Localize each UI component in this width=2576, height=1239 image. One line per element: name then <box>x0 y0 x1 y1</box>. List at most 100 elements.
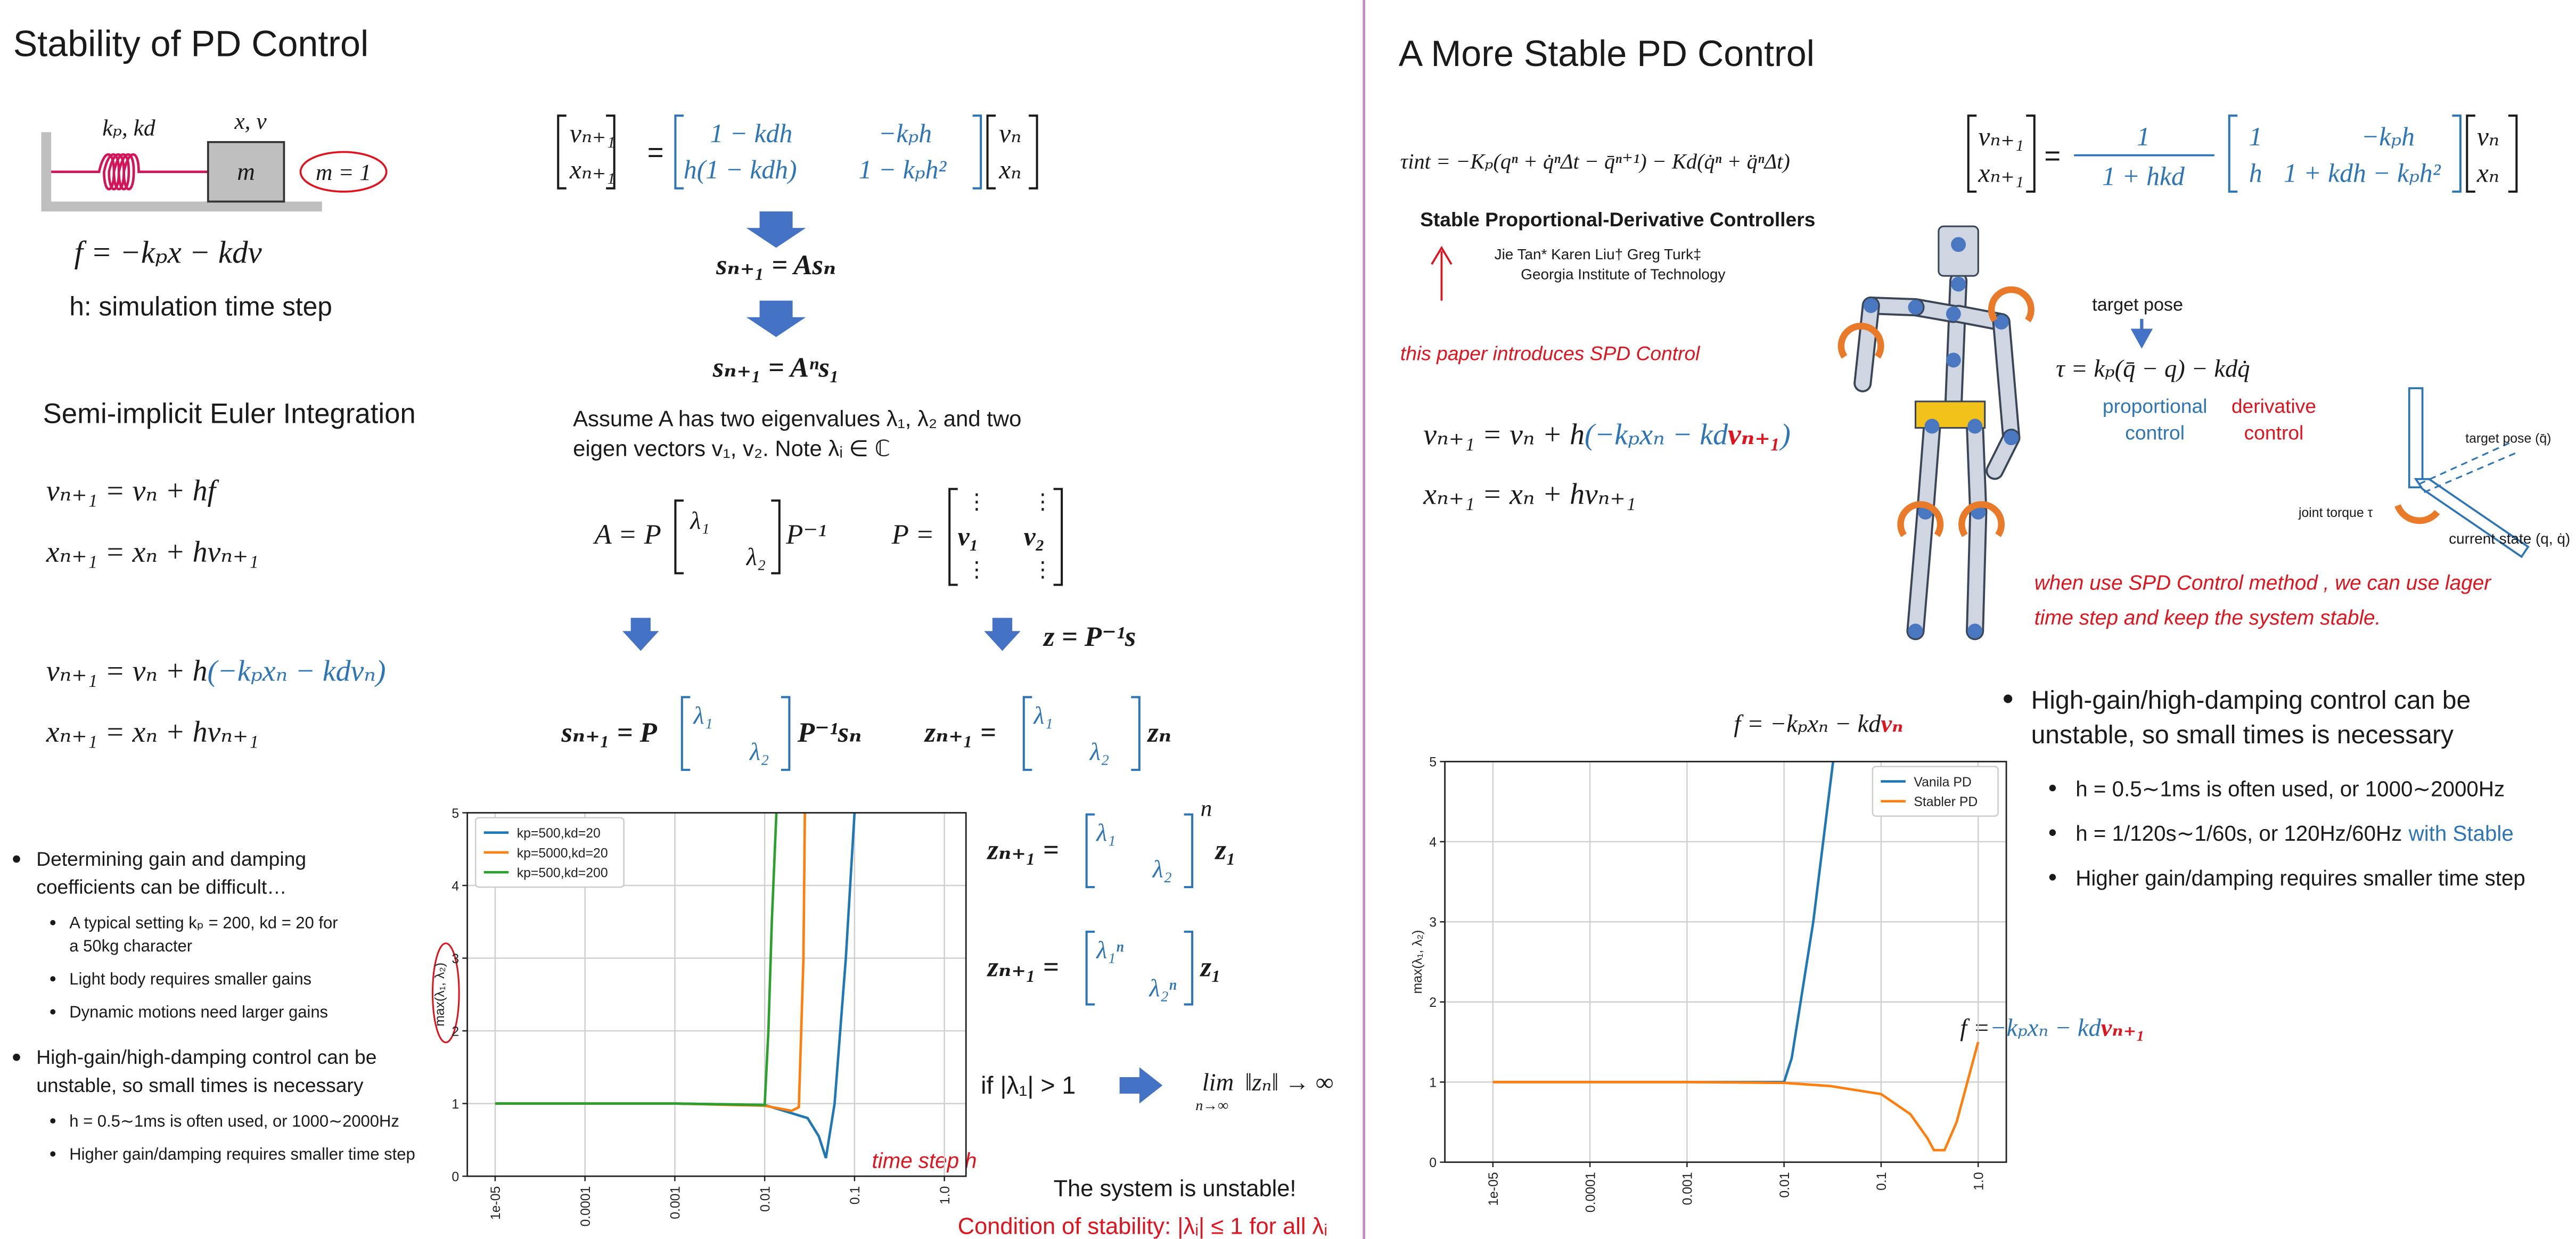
equation: vₙ₊₁ = vₙ + hf <box>46 474 219 507</box>
equation: xₙ₊₁ = xₙ + hvₙ₊₁ <box>1423 478 1636 511</box>
equation: sₙ₊₁ = Aⁿs₁ <box>712 352 840 383</box>
bracket <box>2228 114 2462 193</box>
x-tick-label: 1e-05 <box>489 1186 503 1220</box>
label: derivative <box>2232 395 2316 417</box>
bullet-text: h = 0.5∼1ms is often used, or 1000∼2000H… <box>69 1112 399 1130</box>
title: Stability of PD Control <box>13 23 368 64</box>
y-tick-label: 5 <box>1429 756 1437 770</box>
joint <box>1967 623 1983 639</box>
joint <box>1951 237 1966 252</box>
limb <box>1967 419 1986 520</box>
bullet <box>2049 874 2056 881</box>
matrix-entry: ⋮ <box>1032 557 1053 581</box>
equation-part: f = −kₚxₙ − kd <box>1734 710 1881 737</box>
bullet-text: h = 0.5∼1ms is often used, or 1000∼2000H… <box>2075 776 2505 801</box>
link <box>2408 387 2424 489</box>
equation-part: vₙ₊₁ = vₙ + h <box>46 654 208 687</box>
force-law: f = −kₚx − kdv <box>75 234 262 269</box>
y-tick-label: 1 <box>452 1097 459 1112</box>
paper-title: Stable Proportional-Derivative Controlle… <box>1420 208 1815 231</box>
equation: P⁻¹ <box>785 519 826 550</box>
bullet <box>2049 829 2056 836</box>
joint <box>1908 623 1923 639</box>
matrix-entry: λ₁ <box>1032 702 1053 729</box>
vector-entry: vₙ₊₁ <box>570 119 616 148</box>
bullet <box>2004 694 2013 703</box>
bracket <box>557 114 616 190</box>
matrix-entry: ⋮ <box>1032 489 1053 514</box>
bullet-text: coefficients can be difficult… <box>36 876 286 898</box>
joint <box>1946 306 1961 322</box>
bracket <box>1022 696 1141 771</box>
joint <box>1967 419 1983 434</box>
y-tick-label: 0 <box>1429 1156 1437 1170</box>
bullet-text: Higher gain/damping requires smaller tim… <box>2075 866 2525 890</box>
bullet-text: Dynamic motions need larger gains <box>69 1003 328 1021</box>
matrix-entry: λ₁ <box>689 507 709 535</box>
down-arrow <box>2130 318 2153 349</box>
equation-part: f = <box>1960 1014 1990 1041</box>
equation-part: vₙ₊₁ = vₙ + h <box>1423 419 1585 452</box>
timestep-note: h: simulation time step <box>69 292 332 322</box>
bracket <box>1085 813 1194 889</box>
conclusion: The system is unstable! <box>1054 1176 1297 1201</box>
series-line <box>495 813 778 1106</box>
bullet-text: High-gain/high-damping control can be <box>36 1046 376 1068</box>
rotation-arrow <box>1958 501 2005 537</box>
equation: vₙ₊₁ = vₙ + h(−kₚxₙ − kdvₙ₊₁) <box>1423 419 1791 452</box>
limb <box>1856 298 1878 391</box>
legend-label: kp=5000,kd=20 <box>517 846 608 860</box>
fraction-den: 1 + hkd <box>2102 161 2185 191</box>
paper-affiliation: Georgia Institute of Technology <box>1521 266 1725 282</box>
limb <box>1994 315 2019 445</box>
y-tick-label: 3 <box>452 952 459 966</box>
vector-entry: vₙ <box>2477 122 2499 151</box>
annotation: when use SPD Control method , we can use… <box>2034 572 2492 595</box>
bullet <box>50 920 56 925</box>
chart-annotation: f = −kₚxₙ − kdvₙ <box>1734 710 1903 737</box>
torque-arrow <box>2394 504 2440 524</box>
y-tick-label: 3 <box>1429 916 1437 930</box>
mass-box <box>207 141 285 203</box>
bullet-text: Light body requires smaller gains <box>69 970 311 988</box>
body-text: Assume A has two eigenvalues λ₁, λ₂ and … <box>573 406 1021 431</box>
label: proportional <box>2103 395 2208 417</box>
bullet <box>50 976 56 982</box>
matrix-entry: λ₁ⁿ <box>1095 937 1123 964</box>
x-tick-label: 1.0 <box>938 1186 953 1204</box>
limit-expr: ‖zₙ‖ → ∞ <box>1245 1069 1333 1096</box>
mass-value: m = 1 <box>316 160 371 185</box>
vector-entry: xₙ <box>2476 158 2499 187</box>
x-tick-label: 0.001 <box>1681 1172 1695 1205</box>
equation: vₙ₊₁ = vₙ + h(−kₚxₙ − kdvₙ) <box>46 654 386 687</box>
x-tick-label: 0.001 <box>669 1186 683 1219</box>
annotation: time step h <box>872 1148 977 1173</box>
vector-entry: vₙ₊₁ <box>1978 122 2024 151</box>
equation: sₙ₊₁ = P <box>561 717 657 748</box>
equation: zₙ₊₁ = <box>924 717 996 748</box>
charts: 0 1 2 3 4 5 1e-05 0.0001 0.001 0.01 0.1 1.0 max(λ₁, … <box>433 756 2007 1227</box>
bracket <box>1085 930 1194 1006</box>
bullet-text: a 50kg character <box>69 937 192 955</box>
equation: P⁻¹sₙ <box>797 717 862 748</box>
bullet <box>13 1053 20 1061</box>
joint <box>1863 298 1878 313</box>
matrix-entry: λ₁ <box>693 702 713 729</box>
equation-part: vₙ₊₁ <box>2101 1014 2145 1041</box>
label: current state (q, q̇) <box>2449 530 2570 547</box>
equation: zₙ₊₁ = <box>987 952 1059 983</box>
bracket <box>674 499 781 575</box>
limb <box>1908 505 1933 638</box>
plot-frame <box>1444 760 2007 1163</box>
y-tick-label: 2 <box>1429 996 1437 1010</box>
annotation: time step and keep the system stable. <box>2034 606 2381 629</box>
matrix-entry: 1 <box>2249 122 2262 151</box>
y-axis-label: max(λ₁, λ₂) <box>1410 930 1425 994</box>
matrix-entry: 1 − kₚh² <box>859 155 947 184</box>
mass-label: m <box>237 159 255 186</box>
equation-part: (−kₚxₙ − kdvₙ) <box>208 654 386 687</box>
x-tick-label: 1e-05 <box>1487 1172 1501 1205</box>
operator: = <box>647 137 664 168</box>
matrix-entry: v₂ <box>1024 522 1045 551</box>
